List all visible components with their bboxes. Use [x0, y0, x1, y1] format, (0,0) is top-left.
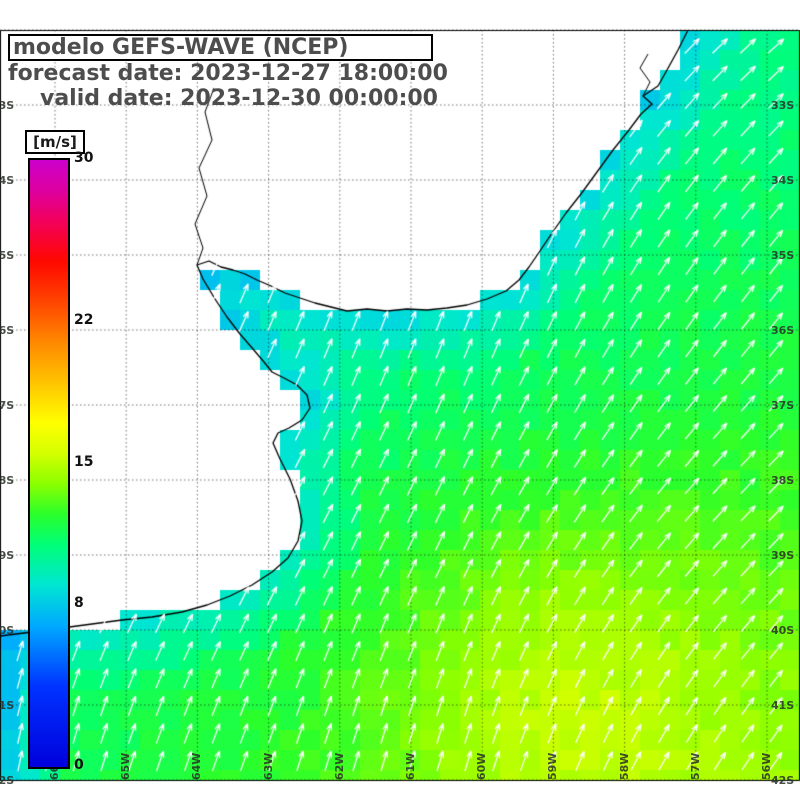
lon-label: 59W	[546, 752, 560, 780]
lat-label: 40S	[0, 624, 15, 637]
lat-label: 34S	[771, 174, 795, 187]
lat-label: 39S	[0, 549, 15, 562]
colorbar	[28, 158, 70, 769]
lat-label: 36S	[0, 324, 15, 337]
lon-label: 57W	[688, 752, 702, 780]
colorbar-tick-label: 30	[74, 150, 94, 166]
lat-label: 40S	[771, 624, 795, 637]
colorbar-tick-label: 22	[74, 311, 94, 328]
lat-label: 35S	[771, 249, 795, 262]
lon-label: 61W	[404, 752, 417, 780]
lat-label: 35S	[0, 249, 15, 262]
lat-label: 38S	[771, 474, 795, 487]
lat-label: 41S	[771, 699, 795, 712]
lat-label: 41S	[0, 699, 15, 712]
lon-label: 63W	[261, 752, 275, 780]
lat-label: 36S	[771, 324, 795, 337]
lat-label: 37S	[0, 399, 15, 412]
lat-label: 34S	[0, 174, 15, 187]
lon-label: 56W	[760, 752, 773, 780]
lon-label: 62W	[332, 752, 346, 780]
lat-label: 42S	[0, 774, 15, 787]
lon-label: 58W	[617, 752, 631, 780]
colorbar-tick-label: 15	[74, 453, 94, 470]
lat-label: 42S	[771, 774, 795, 787]
colorbar-tick-label: 0	[74, 757, 84, 773]
forecast-date-label: forecast date: 2023-12-27 18:00:00	[8, 61, 448, 86]
colorbar-units-label: [m/s]	[25, 130, 85, 154]
lat-label: 37S	[771, 399, 795, 412]
valid-date-label: valid date: 2023-12-30 00:00:00	[40, 86, 438, 111]
lat-label: 33S	[0, 99, 15, 112]
lat-label: 33S	[771, 99, 795, 112]
model-title: modelo GEFS-WAVE (NCEP)	[8, 34, 433, 61]
lon-label: 64W	[190, 752, 204, 780]
lon-label: 60W	[475, 752, 489, 780]
lat-label: 39S	[771, 549, 795, 562]
colorbar-tick-label: 8	[74, 595, 84, 612]
lat-label: 38S	[0, 474, 15, 487]
lon-label: 65W	[119, 752, 133, 780]
